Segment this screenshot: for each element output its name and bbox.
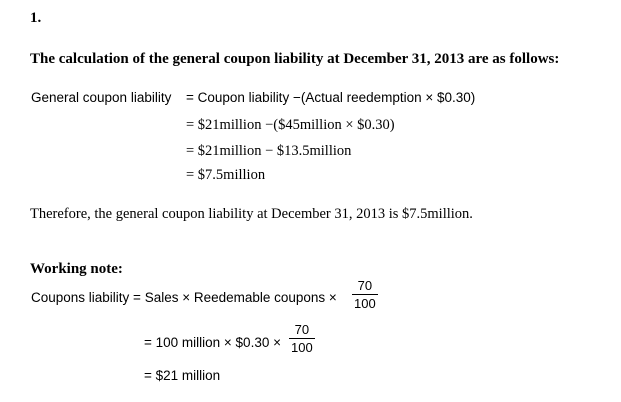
equation-line-4: = $7.5million — [186, 167, 266, 183]
equation-line-2: = $21million −($45million × $0.30) — [186, 117, 395, 133]
equation-line-1: = Coupon liability −(Actual reedemption … — [186, 90, 476, 105]
working-note-line-3: = $21 million — [144, 368, 221, 383]
equation-line-3: = $21million − $13.5million — [186, 143, 352, 159]
conclusion-text: Therefore, the general coupon liability … — [30, 206, 473, 222]
calculation-heading: The calculation of the general coupon li… — [30, 51, 560, 67]
fraction-denominator: 100 — [354, 296, 376, 311]
working-note-heading: Working note: — [30, 261, 123, 277]
fraction-numerator: 70 — [357, 278, 373, 293]
fraction-70-over-100-a: 70 100 — [352, 279, 378, 310]
fraction-bar — [352, 294, 378, 295]
fraction-bar — [289, 338, 315, 339]
question-number: 1. — [30, 10, 42, 26]
fraction-numerator: 70 — [294, 322, 310, 337]
working-note-line-2: = 100 million × $0.30 × — [144, 335, 281, 350]
equation-lhs-general-coupon-liability: General coupon liability — [31, 90, 172, 105]
fraction-70-over-100-b: 70 100 — [289, 323, 315, 354]
fraction-denominator: 100 — [291, 340, 313, 355]
working-note-line-1: Coupons liability = Sales × Reedemable c… — [31, 290, 337, 305]
